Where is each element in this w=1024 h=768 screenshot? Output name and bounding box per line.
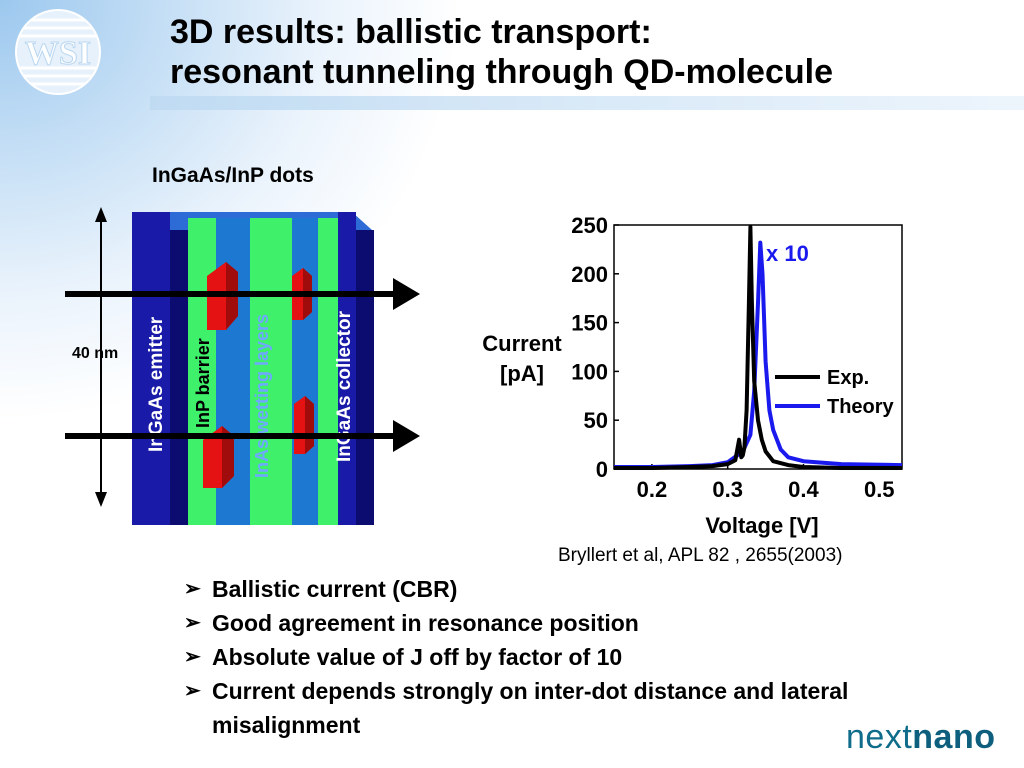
x-tick-label: 0.2 — [637, 477, 668, 502]
y-tick-label: 150 — [571, 311, 608, 336]
current-arrow-top — [65, 278, 420, 310]
bullet-list: ➢ Ballistic current (CBR) ➢ Good agreement… — [184, 572, 852, 742]
emitter-label: InGaAs emitter — [146, 316, 167, 452]
wsi-logo: WSI — [15, 9, 101, 95]
emitter-layer — [132, 212, 170, 525]
bullet-text: Current depends strongly on inter-dot di… — [212, 678, 849, 738]
dimension-label: 40 nm — [72, 345, 118, 362]
dimension-arrow — [95, 207, 107, 507]
x-tick-label: 0.5 — [864, 477, 895, 502]
x-tick-label: 0.3 — [712, 477, 743, 502]
device-schematic: InGaAs emitter InP barrier InAs wetting … — [65, 207, 420, 525]
y-axis-label-line-2: [pA] — [500, 361, 544, 386]
citation: Bryllert et al, APL 82 , 2655(2003) — [558, 545, 843, 566]
y-tick-label: 50 — [584, 408, 608, 433]
scale-annotation: x 10 — [766, 241, 809, 266]
collector-label: InGaAs collector — [334, 310, 355, 462]
inp-barrier-layer-2 — [250, 218, 292, 525]
title-line-2: resonant tunneling through QD-molecule — [170, 53, 833, 91]
legend-label: Theory — [827, 396, 895, 418]
x-tick-label: 0.4 — [788, 477, 819, 502]
schematic-caption: InGaAs/InP dots — [152, 164, 314, 187]
y-axis-label-line-1: Current — [482, 331, 562, 356]
bullet-arrow-icon: ➢ — [184, 646, 201, 668]
current-arrow-bottom — [65, 420, 420, 452]
title-underline-band — [150, 96, 1024, 110]
bullet-text: Ballistic current (CBR) — [212, 576, 458, 602]
iv-chart: 0 50 100 150 200 250 0.2 0.3 0.4 0.5 Current [pA… — [482, 213, 903, 538]
collector-layer — [338, 212, 356, 525]
wetting-layer-2 — [292, 218, 318, 525]
x-axis-label: Voltage [V] — [705, 513, 818, 538]
brand-suffix: nano — [912, 718, 996, 756]
slide-title: 3D results: ballistic transport: resonan… — [170, 12, 833, 92]
y-tick-label: 0 — [596, 457, 608, 482]
bullet-text: Good agreement in resonance position — [212, 610, 639, 636]
series-line-exp — [614, 225, 902, 470]
bullet-item: ➢ Absolute value of J off by factor of 10 — [184, 640, 852, 674]
bullet-arrow-icon: ➢ — [184, 578, 201, 600]
title-line-1: 3D results: ballistic transport: — [170, 13, 652, 51]
emitter-side — [170, 230, 188, 525]
legend-label: Exp. — [827, 367, 869, 389]
barrier-label: InP barrier — [193, 338, 213, 428]
y-tick-label: 250 — [571, 213, 608, 238]
bullet-item: ➢ Current depends strongly on inter-dot d… — [184, 674, 852, 742]
y-tick-label: 100 — [571, 359, 608, 384]
wetting-label: InAs wetting layers — [252, 314, 272, 478]
bullet-arrow-icon: ➢ — [184, 612, 201, 634]
nextnano-logo: nextnano — [846, 718, 995, 757]
y-tick-label: 200 — [571, 262, 608, 287]
chart-legend: Exp. Theory — [775, 367, 895, 418]
logo-text: WSI — [25, 35, 91, 72]
bullet-item: ➢ Good agreement in resonance position — [184, 606, 852, 640]
brand-prefix: next — [846, 718, 913, 756]
bullet-arrow-icon: ➢ — [184, 680, 201, 702]
bullet-item: ➢ Ballistic current (CBR) — [184, 572, 852, 606]
bullet-text: Absolute value of J off by factor of 10 — [212, 644, 623, 670]
collector-side — [356, 230, 374, 525]
